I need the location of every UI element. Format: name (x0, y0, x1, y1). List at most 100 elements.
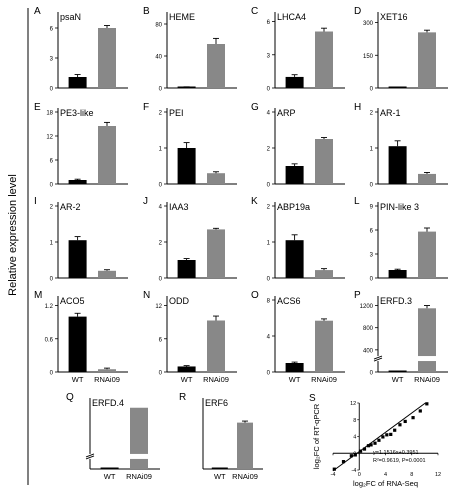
bar-rnai09 (130, 407, 148, 469)
bar-wt (68, 180, 87, 184)
panel-letter: P (354, 290, 361, 301)
x-tick-label: -4 (331, 472, 336, 478)
bar-wt (388, 270, 407, 278)
y-tick-label: 0 (159, 371, 163, 377)
y-axis-label: log₂FC of RT-qPCR (312, 403, 321, 469)
figure-ylabel: Relative expression level (7, 8, 29, 485)
bar-rnai09 (315, 270, 333, 278)
panel-letter: R (179, 392, 186, 403)
data-point (373, 441, 377, 445)
y-tick-label: 0 (370, 183, 374, 189)
x-label-rnai09: RNAi09 (311, 375, 337, 384)
x-label-rnai09: RNAi09 (232, 472, 258, 481)
data-point (385, 433, 389, 437)
data-point (411, 416, 415, 420)
bar-wt (285, 166, 304, 184)
bar-rnai09 (315, 139, 333, 184)
x-label-rnai09: RNAi09 (126, 472, 152, 481)
x-tick-label: 8 (410, 472, 413, 478)
axis-break-mark (85, 455, 95, 460)
gene-name: PIN-like 3 (380, 202, 419, 212)
y-tick-label: 6 (159, 337, 163, 343)
panel-letter: J (143, 196, 148, 207)
y-tick-label: 8 (267, 299, 271, 305)
panel-letter: F (143, 102, 149, 113)
panel-s: S-404812-404812y=1.1516x+0.3951R²=0.9619… (309, 393, 441, 488)
data-point (369, 443, 373, 447)
panel-letter: L (354, 196, 360, 207)
y-tick-label: 6 (50, 159, 54, 165)
y-tick-label: 4 (159, 205, 163, 211)
y-tick-label: 8 (353, 418, 356, 424)
bar-rnai09 (237, 422, 253, 469)
panel-f: F 0 1 2 PEI (143, 102, 237, 189)
y-tick-label: 0.6 (45, 337, 54, 343)
y-tick-label: 2 (267, 147, 271, 153)
x-tick-label: 12 (435, 472, 441, 478)
relative-expression-label: Relative expression level (7, 174, 19, 296)
y-tick-label: 1 (159, 147, 163, 153)
x-label-wt: WT (289, 375, 301, 384)
x-tick-label: 4 (384, 472, 387, 478)
y-tick-label: 12 (46, 135, 53, 141)
panel-letter: K (251, 196, 258, 207)
bar-rnai09 (418, 231, 436, 278)
panel-letter: S (309, 393, 316, 404)
panel-o: O 0 4 8 ACS6 WT RNAi09 (251, 290, 345, 384)
bar-rnai09 (418, 32, 436, 88)
y-tick-label: 1200 (360, 304, 374, 310)
panel-letter: B (143, 6, 150, 17)
panel-a: A 0 3 6 psaN (34, 6, 128, 93)
y-tick-label: 12 (350, 401, 356, 407)
gene-name: ABP19a (277, 202, 310, 212)
bar-break-gap (129, 453, 149, 459)
gene-name: psaN (60, 12, 81, 22)
panel-letter: H (354, 102, 361, 113)
x-tick-label: 0 (358, 472, 361, 478)
gene-name: PEI (169, 108, 184, 118)
panel-letter: N (143, 290, 150, 301)
panel-q: Q ERFD.4 WT RNAi09 (66, 392, 160, 481)
y-tick-label: 0 (50, 277, 54, 283)
axis-break-mark (373, 355, 383, 360)
y-tick-label: 1 (370, 147, 374, 153)
bar-wt (100, 467, 119, 469)
y-tick-label: 3 (370, 253, 374, 259)
y-tick-label: 0 (370, 87, 374, 93)
y-tick-label: 12 (155, 304, 162, 310)
axis-break-gap (374, 356, 382, 362)
bar-rnai09 (98, 369, 116, 372)
y-tick-label: 6 (370, 229, 374, 235)
y-tick-label: 9 (370, 205, 374, 211)
x-label-wt: WT (392, 375, 404, 384)
data-point (393, 428, 397, 432)
gene-name: HEME (169, 12, 195, 22)
y-tick-label: 4 (353, 435, 356, 441)
bar-rnai09 (418, 173, 436, 184)
panel-g: G 0 2 4 ARP (251, 102, 345, 189)
panel-p: P 0 400 800 1200 ERFD.3 WT RNAi09 (354, 290, 448, 384)
data-point (381, 435, 385, 439)
data-point (341, 460, 346, 464)
bar-wt (68, 316, 87, 372)
x-axis-label: log₂FC of RNA-Seq (353, 479, 418, 488)
y-tick-label: 0 (50, 371, 54, 377)
panel-e: E 0 6 12 18 PE3-like (34, 102, 128, 189)
y-tick-label: 150 (363, 54, 374, 60)
gene-name: ACO5 (60, 296, 85, 306)
x-label-wt: WT (181, 375, 193, 384)
y-tick-label: 4 (267, 111, 271, 117)
bar-break-gap (417, 356, 437, 362)
fit-stats: R²=0.9619, P=0.0001 (373, 458, 426, 464)
axis-break-mark (373, 357, 383, 362)
bar-wt (68, 240, 87, 278)
panel-j: J 0 2 4 IAA3 (143, 196, 237, 283)
x-label-rnai09: RNAi09 (94, 375, 120, 384)
panel-letter: O (251, 290, 259, 301)
axis-break-mark (85, 453, 95, 458)
y-tick-label: 0 (267, 277, 271, 283)
x-label-rnai09: RNAi09 (203, 375, 229, 384)
panel-letter: A (34, 6, 41, 17)
y-tick-label: 2 (267, 205, 271, 211)
